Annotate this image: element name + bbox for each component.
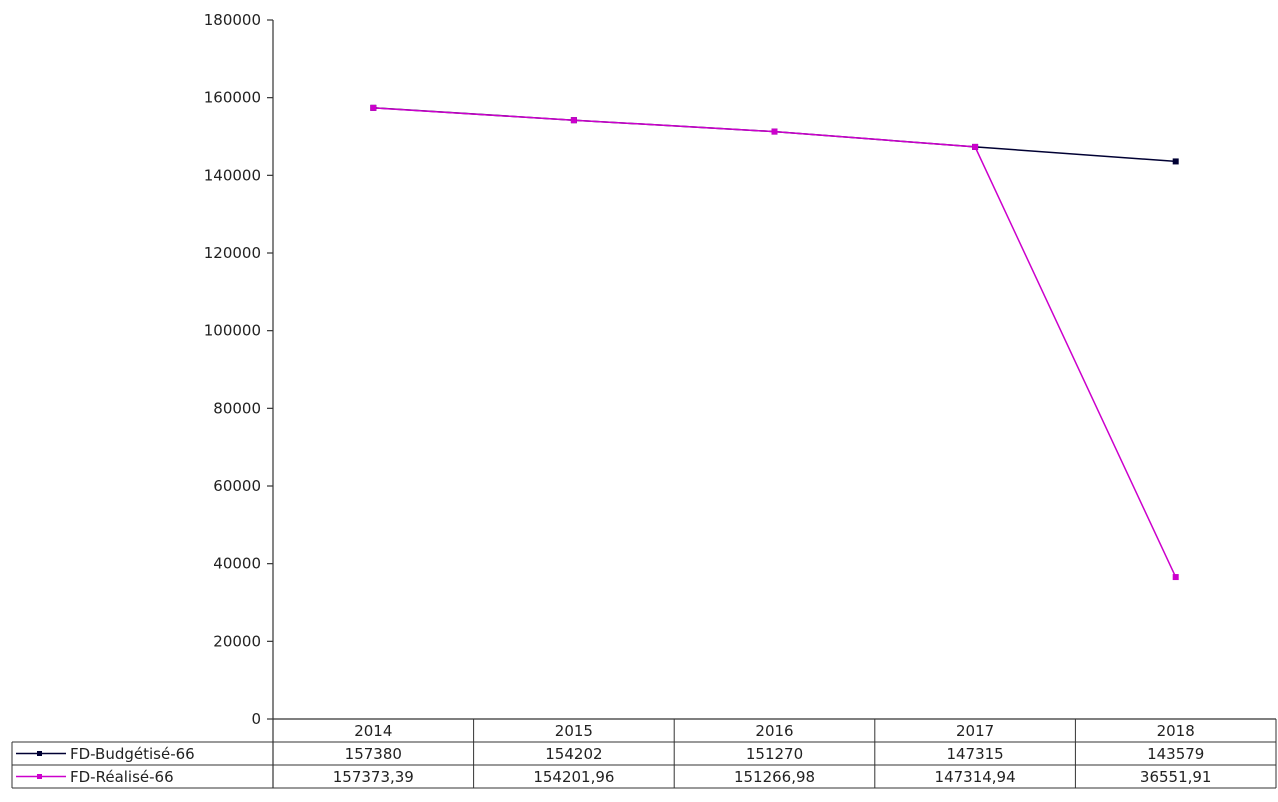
legend-key-marker (37, 751, 42, 756)
y-tick-label: 80000 (213, 399, 261, 417)
table-value-cell: 154201,96 (533, 768, 614, 786)
y-tick-label: 180000 (204, 11, 261, 29)
y-tick-label: 100000 (204, 322, 261, 340)
series-markers (370, 104, 1179, 581)
legend-series-name: FD-Réalisé-66 (70, 768, 174, 786)
table-value-cell: 157373,39 (333, 768, 414, 786)
data-point (570, 117, 577, 124)
y-tick-labels: 0 20000 40000 60000 80000 100000 120000 140000 1… (204, 11, 261, 728)
y-tick-label: 20000 (213, 632, 261, 650)
legend-key-marker (37, 774, 42, 779)
data-point (771, 128, 778, 135)
series-line (373, 107, 1177, 578)
data-point (370, 104, 377, 111)
data-point (1172, 158, 1179, 165)
x-category-label: 2017 (956, 722, 994, 740)
y-tick-label: 60000 (213, 477, 261, 495)
table-value-cell: 151270 (746, 745, 803, 763)
table-value-cell: 151266,98 (734, 768, 815, 786)
y-tick-label: 120000 (204, 244, 261, 262)
table-value-cell: 154202 (545, 745, 602, 763)
x-category-label: 2014 (354, 722, 392, 740)
table-value-cell: 157380 (345, 745, 402, 763)
x-category-label: 2015 (555, 722, 593, 740)
y-tick-label: 160000 (204, 89, 261, 107)
series-lines (373, 107, 1177, 578)
y-tick-label: 40000 (213, 555, 261, 573)
data-table: 2014 2015 2016 2017 2018 FD-Budgétisé-66 15738… (11, 719, 1277, 789)
y-tick-label: 140000 (204, 166, 261, 184)
table-value-cell: 143579 (1147, 745, 1204, 763)
table-value-cell: 147314,94 (935, 768, 1016, 786)
legend-series-name: FD-Budgétisé-66 (70, 745, 195, 763)
data-point (1172, 574, 1179, 581)
y-tick-label: 0 (251, 710, 261, 728)
data-point (972, 143, 979, 150)
x-category-label: 2018 (1157, 722, 1195, 740)
chart-axes (267, 19, 1276, 788)
table-value-cell: 36551,91 (1140, 768, 1212, 786)
x-category-label: 2016 (755, 722, 793, 740)
table-value-cell: 147315 (946, 745, 1003, 763)
